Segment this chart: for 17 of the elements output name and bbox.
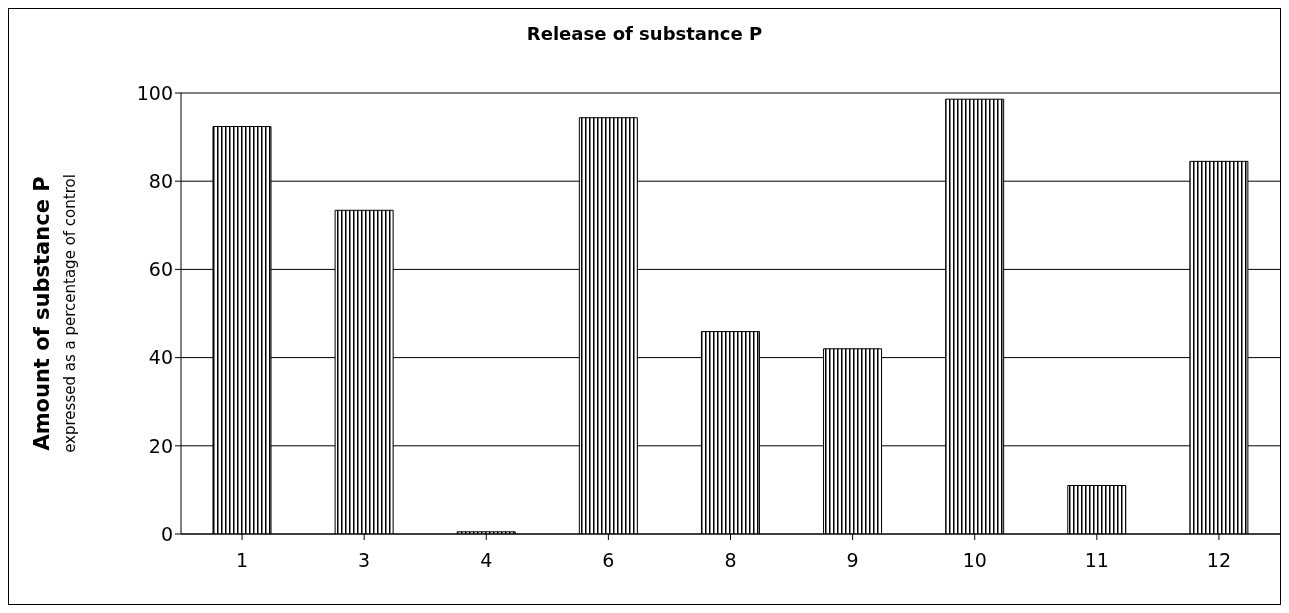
x-tick-label: 9 — [846, 549, 859, 572]
x-tick-label: 11 — [1084, 549, 1109, 572]
y-tick-label: 20 — [148, 434, 173, 457]
x-tick-label: 10 — [962, 549, 987, 572]
y-tick-label: 0 — [160, 522, 173, 545]
x-tick-label: 12 — [1206, 549, 1232, 572]
x-tick-label: 6 — [602, 549, 615, 572]
y-tick-label: 40 — [148, 346, 173, 369]
y-tick-label: 100 — [136, 81, 173, 104]
y-axis-title: Amount of substance P expressed as a percentage of control — [30, 174, 79, 453]
chart-title: Release of substance P — [525, 23, 764, 44]
x-tick-label: 8 — [724, 549, 737, 572]
x-tick-label: 3 — [358, 549, 371, 572]
y-tick-label: 60 — [148, 258, 173, 281]
y-tick-label: 80 — [148, 169, 173, 192]
x-tick-label: 1 — [236, 549, 249, 572]
x-tick-label: 4 — [480, 549, 493, 572]
